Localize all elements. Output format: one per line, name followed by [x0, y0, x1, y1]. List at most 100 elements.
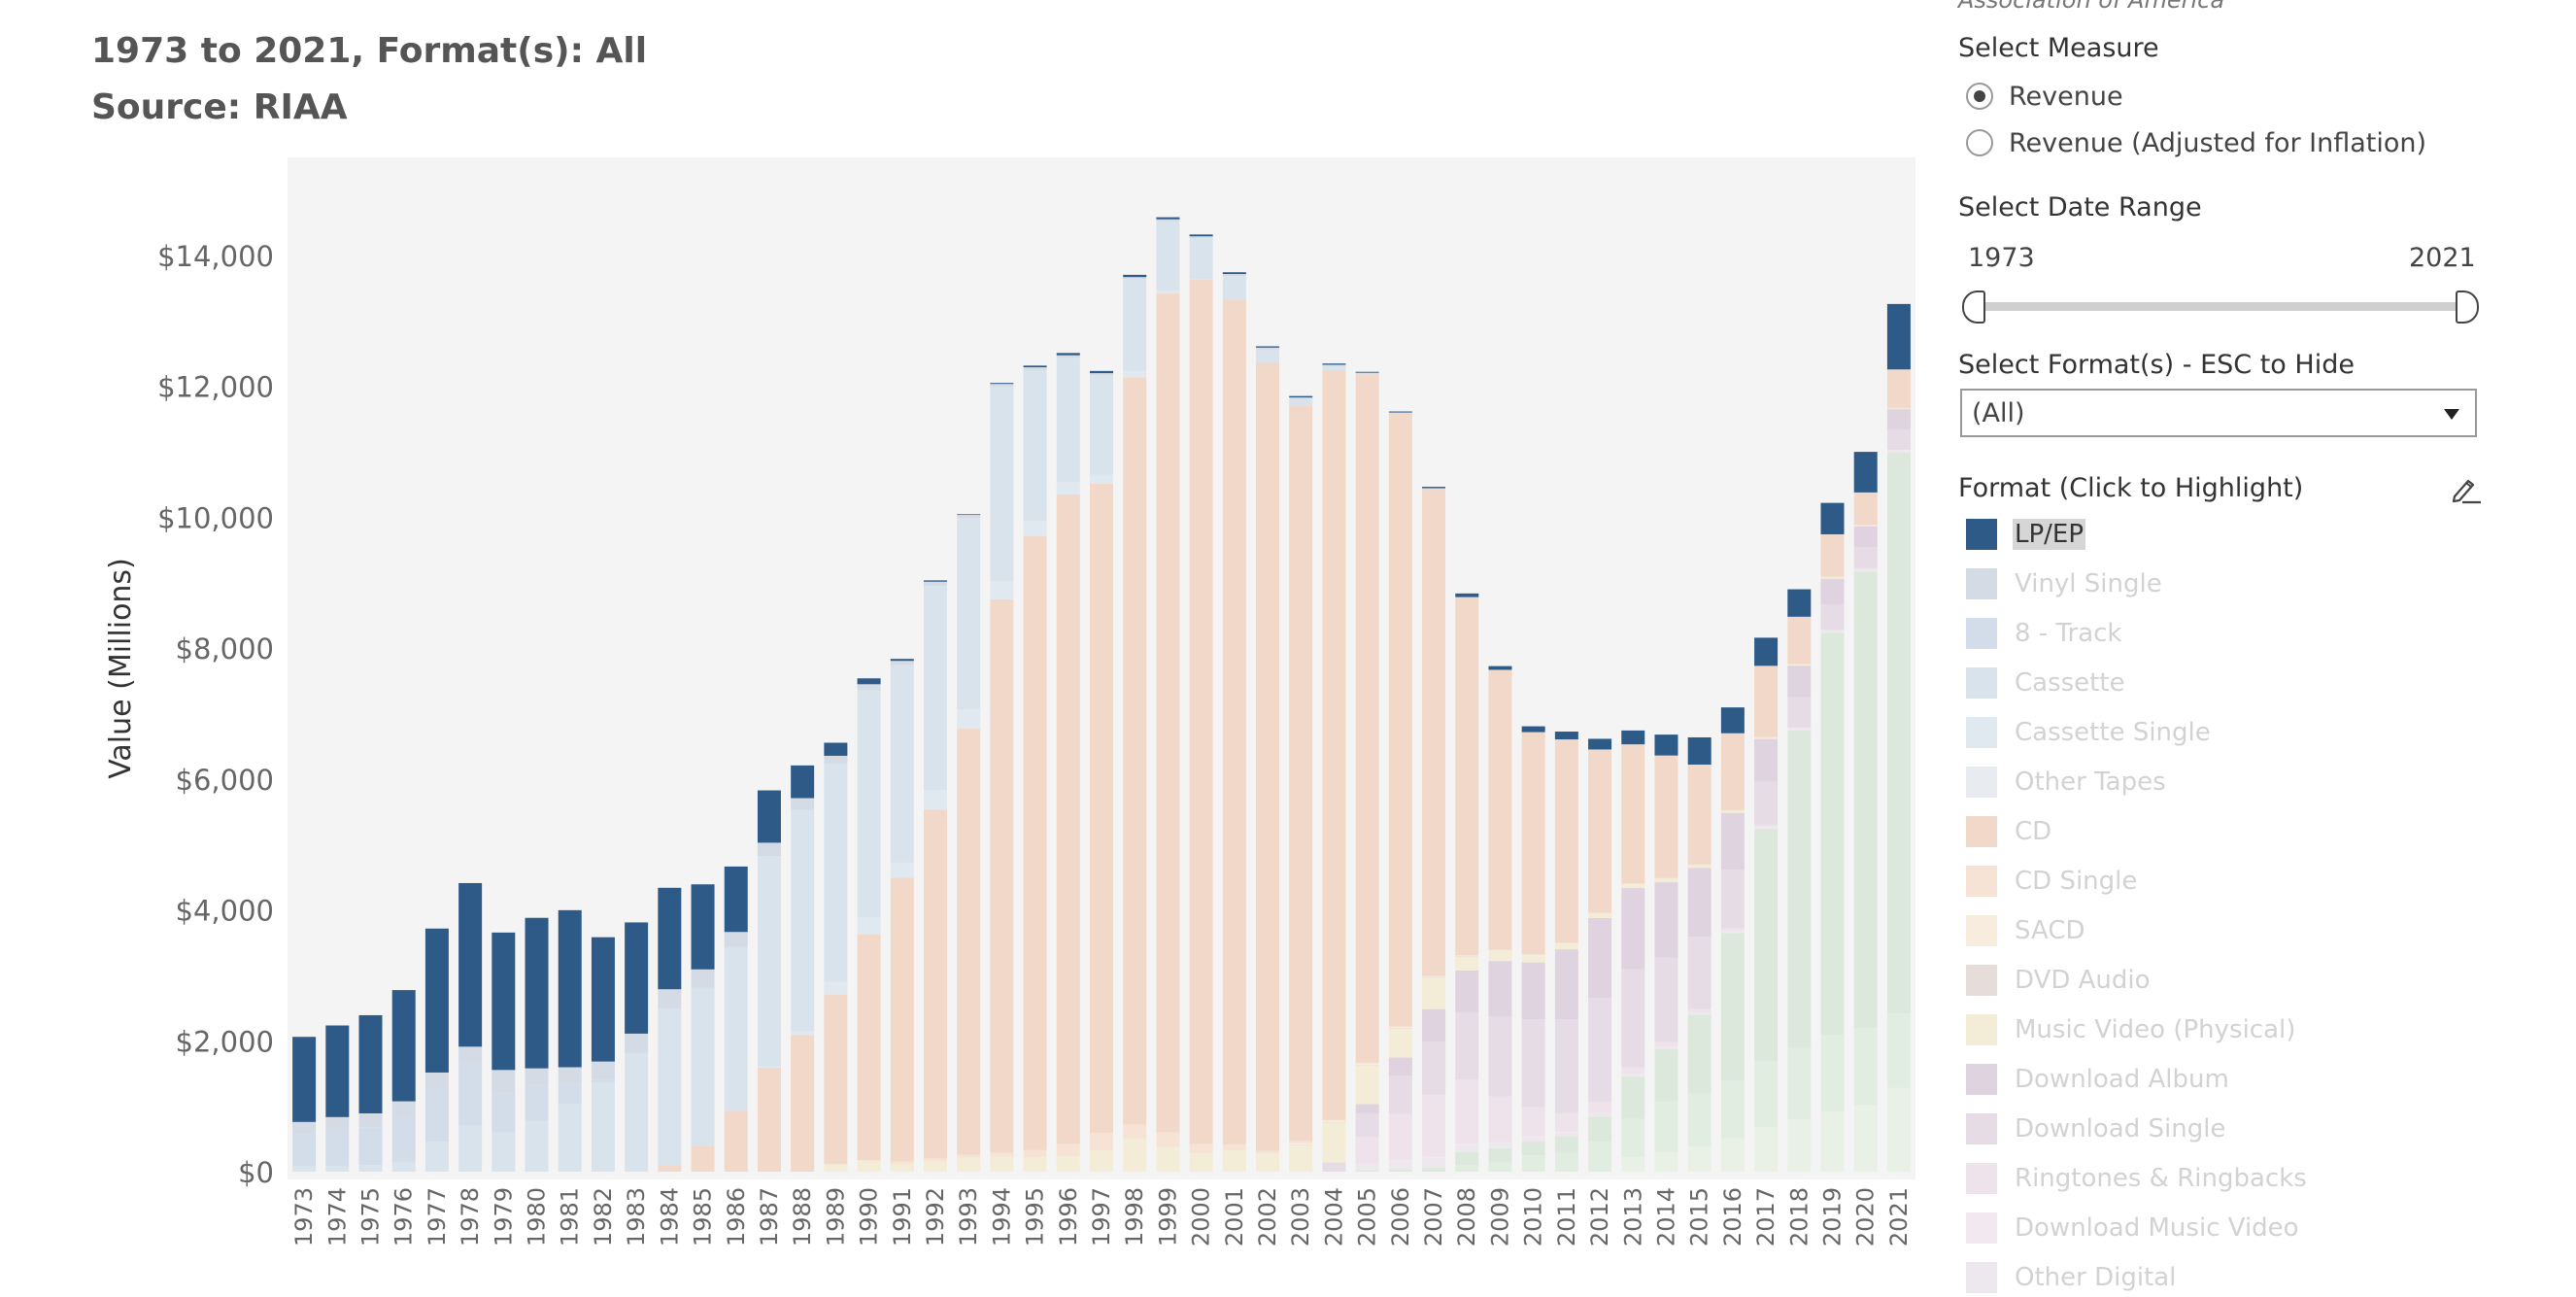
bar-segment-download-album-2016[interactable]: [1720, 812, 1745, 870]
bar-segment-download-album-2019[interactable]: [1820, 578, 1845, 604]
bar-segment-lp-ep-2000[interactable]: [1189, 234, 1213, 237]
bar-segment-music-video-physical--1997[interactable]: [1090, 1150, 1113, 1172]
bar-segment-ringtones-ringbacks-2006[interactable]: [1388, 1113, 1412, 1161]
bar-segment-dvd-audio-2007[interactable]: [1422, 977, 1446, 978]
bar-segment-cd-single-2019[interactable]: [1820, 576, 1845, 577]
bar-segment-download-single-2015[interactable]: [1687, 936, 1712, 1009]
bar-segment-lp-ep-2017[interactable]: [1754, 637, 1779, 666]
bar-segment-cd-2000[interactable]: [1189, 279, 1213, 1144]
bar-segment-subscription-2008[interactable]: [1455, 1151, 1479, 1166]
bar-segment-music-video-physical--2021[interactable]: [1886, 407, 1911, 410]
bar-segment-cd-1985[interactable]: [691, 1145, 715, 1172]
bar-segment-subscription-2006[interactable]: [1388, 1169, 1412, 1172]
bar-segment-music-video-physical--2003[interactable]: [1289, 1145, 1313, 1172]
bar-segment-cd-single-2004[interactable]: [1322, 1119, 1346, 1121]
bar-segment-ad-supported-2015[interactable]: [1687, 1145, 1712, 1172]
bar-segment-cassette-1982[interactable]: [591, 1082, 615, 1172]
bar-segment-music-video-physical--2008[interactable]: [1455, 955, 1479, 971]
bar-segment-vinyl-single-1984[interactable]: [658, 989, 682, 1009]
bar-segment-8-track-1982[interactable]: [591, 1079, 615, 1083]
bar-segment-8-track-1986[interactable]: [724, 946, 748, 948]
bar-segment-music-video-physical--2012[interactable]: [1588, 912, 1612, 918]
bar-segment-cassette-1973[interactable]: [292, 1166, 317, 1172]
bar-segment-internet-radio-2010[interactable]: [1521, 1155, 1545, 1172]
bar-segment-ringtones-ringbacks-2008[interactable]: [1455, 1079, 1479, 1144]
bar-segment-ringtones-ringbacks-2019[interactable]: [1820, 630, 1845, 631]
bar-segment-music-video-physical--2019[interactable]: [1820, 576, 1845, 579]
bar-segment-lp-ep-1997[interactable]: [1090, 370, 1113, 374]
bar-segment-vinyl-single-2011[interactable]: [1554, 739, 1578, 740]
bar-segment-8-track-1979[interactable]: [491, 1093, 516, 1133]
bar-segment-download-album-2012[interactable]: [1588, 918, 1612, 999]
bar-segment-cassette-single-1991[interactable]: [890, 862, 914, 878]
bar-segment-download-single-2018[interactable]: [1787, 697, 1812, 728]
bar-segment-cd-single-2013[interactable]: [1621, 883, 1645, 884]
bar-segment-lp-ep-2016[interactable]: [1720, 707, 1745, 734]
bar-segment-cassette-2004[interactable]: [1322, 365, 1346, 371]
bar-segment-cd-1987[interactable]: [757, 1067, 781, 1172]
bar-segment-other-digital-2005[interactable]: [1355, 1164, 1379, 1171]
bar-segment-lp-ep-2003[interactable]: [1289, 395, 1313, 398]
bar-segment-download-album-2013[interactable]: [1621, 888, 1645, 970]
bar-segment-cassette-1996[interactable]: [1056, 358, 1080, 483]
date-range-end-handle[interactable]: [2456, 290, 2479, 324]
bar-segment-music-video-physical--1999[interactable]: [1156, 1146, 1180, 1172]
bar-segment-cassette-single-1989[interactable]: [824, 981, 848, 995]
bar-segment-cassette-single-1994[interactable]: [990, 581, 1014, 599]
bar-segment-vinyl-single-1988[interactable]: [791, 798, 815, 810]
bar-segment-download-single-2007[interactable]: [1422, 1041, 1446, 1095]
bar-segment-lp-ep-1987[interactable]: [757, 790, 781, 843]
bar-segment-lp-ep-1995[interactable]: [1023, 365, 1047, 368]
bar-segment-other-digital-2006[interactable]: [1388, 1161, 1412, 1170]
bar-segment-other-digital-2017[interactable]: [1754, 827, 1779, 830]
bar-segment-dvd-audio-2002[interactable]: [1256, 1151, 1280, 1153]
bar-segment-vinyl-single-1986[interactable]: [724, 932, 748, 947]
bar-segment-lp-ep-1994[interactable]: [990, 383, 1014, 385]
bar-segment-other-digital-2013[interactable]: [1621, 1074, 1645, 1077]
bar-segment-download-music-video-2006[interactable]: [1388, 1160, 1412, 1162]
bar-segment-lp-ep-1998[interactable]: [1123, 274, 1147, 278]
bar-segment-cd-single-2010[interactable]: [1521, 954, 1545, 955]
bar-segment-download-music-video-2018[interactable]: [1787, 728, 1812, 730]
bar-segment-vinyl-single-1973[interactable]: [292, 1121, 317, 1135]
bar-segment-cassette-2002[interactable]: [1256, 349, 1280, 363]
bar-segment-cd-2017[interactable]: [1754, 666, 1779, 737]
bar-segment-cassette-1993[interactable]: [957, 518, 981, 710]
bar-segment-cd-2003[interactable]: [1289, 405, 1313, 1142]
bar-segment-vinyl-single-1981[interactable]: [558, 1067, 582, 1084]
bar-segment-cd-2006[interactable]: [1388, 413, 1412, 1027]
bar-segment-vinyl-single-2012[interactable]: [1588, 749, 1612, 750]
bar-segment-cd-single-2017[interactable]: [1754, 736, 1779, 737]
bar-segment-vinyl-single-2018[interactable]: [1787, 616, 1812, 618]
bar-segment-download-single-2014[interactable]: [1654, 957, 1678, 1042]
bar-segment-vinyl-single-1974[interactable]: [325, 1116, 350, 1130]
bar-segment-cassette-2001[interactable]: [1222, 276, 1246, 300]
legend-item-cassette[interactable]: Cassette: [1966, 664, 2127, 702]
bar-segment-cd-2013[interactable]: [1621, 744, 1645, 884]
bar-segment-cd-2019[interactable]: [1820, 534, 1845, 577]
bar-segment-download-single-2009[interactable]: [1488, 1016, 1512, 1097]
bar-segment-cd-2002[interactable]: [1256, 362, 1280, 1151]
bar-segment-download-album-2009[interactable]: [1488, 961, 1512, 1017]
bar-segment-download-music-video-2008[interactable]: [1455, 1143, 1479, 1145]
bar-segment-other-digital-2011[interactable]: [1554, 1132, 1578, 1137]
bar-segment-vinyl-single-1985[interactable]: [691, 969, 715, 988]
bar-segment-sacd-2005[interactable]: [1355, 1063, 1379, 1065]
bar-segment-vinyl-single-1994[interactable]: [990, 384, 1014, 388]
bar-segment-internet-radio-2008[interactable]: [1455, 1165, 1479, 1172]
bar-segment-internet-radio-2016[interactable]: [1720, 1080, 1745, 1139]
bar-segment-lp-ep-1973[interactable]: [292, 1037, 317, 1122]
bar-segment-download-music-video-2011[interactable]: [1554, 1132, 1578, 1133]
bar-segment-cd-2020[interactable]: [1853, 493, 1878, 526]
bar-segment-cassette-single-2000[interactable]: [1189, 279, 1213, 280]
bar-segment-music-video-physical--2011[interactable]: [1554, 942, 1578, 950]
bar-segment-cd-2015[interactable]: [1687, 765, 1712, 865]
bar-segment-internet-radio-2017[interactable]: [1754, 1061, 1779, 1128]
bar-segment-music-video-physical--2016[interactable]: [1720, 810, 1745, 813]
bar-segment-cd-single-2005[interactable]: [1355, 1062, 1379, 1064]
bar-segment-lp-ep-1990[interactable]: [857, 678, 881, 685]
legend-item-cd[interactable]: CD: [1966, 812, 2053, 851]
measure-option-revenue[interactable]: Revenue: [1966, 80, 2123, 113]
bar-segment-ringtones-ringbacks-2007[interactable]: [1422, 1094, 1446, 1157]
bar-segment-cd-single-2000[interactable]: [1189, 1143, 1213, 1154]
